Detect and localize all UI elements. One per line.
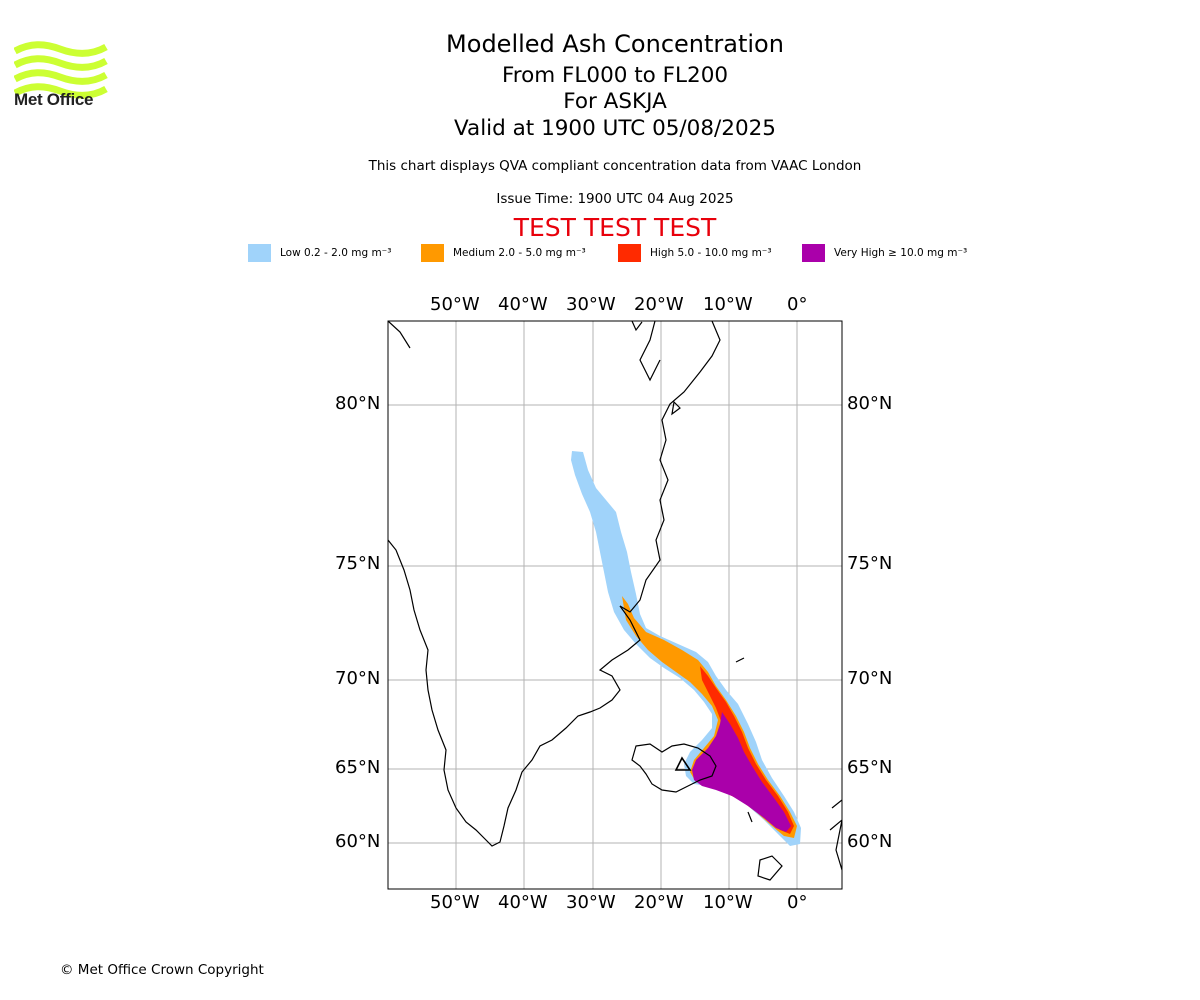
chart-description: This chart displays QVA compliant concen… [368, 158, 862, 174]
lon-label-bottom-10w: 10°W [703, 892, 753, 913]
lon-label-top-30w: 30°W [566, 294, 616, 315]
lon-label-bottom-40w: 40°W [498, 892, 548, 913]
ash-plume-very-high [692, 712, 791, 832]
lat-label-right-70n: 70°N [847, 668, 893, 689]
lon-label-bottom-30w: 30°W [566, 892, 616, 913]
lat-label-left-65n: 65°N [335, 757, 381, 778]
issue-time: Issue Time: 1900 UTC 04 Aug 2025 [496, 191, 734, 207]
volcano-name: For ASKJA [563, 89, 667, 114]
lat-label-right-60n: 60°N [847, 831, 893, 852]
legend-swatch-very-high [802, 244, 825, 262]
legend-label-low: Low 0.2 - 2.0 mg m⁻³ [280, 247, 392, 259]
met-office-logo-text: Met Office [14, 90, 94, 109]
volcano-marker [674, 756, 692, 771]
legend-swatch-medium [421, 244, 444, 262]
lon-label-top-40w: 40°W [498, 294, 548, 315]
level-range: From FL000 to FL200 [501, 63, 729, 88]
legend-swatch-high [618, 244, 641, 262]
chart-title: Modelled Ash Concentration [446, 30, 784, 58]
lon-label-top-10w: 10°W [703, 294, 753, 315]
lon-label-top-20w: 20°W [634, 294, 684, 315]
legend-item-high: High 5.0 - 10.0 mg m⁻³ [618, 244, 772, 262]
lat-label-left-80n: 80°N [335, 393, 381, 414]
concentration-legend: Low 0.2 - 2.0 mg m⁻³ Medium 2.0 - 5.0 mg… [0, 244, 1200, 264]
legend-item-very-high: Very High ≥ 10.0 mg m⁻³ [802, 244, 967, 262]
coastlines [388, 321, 842, 881]
test-banner: TEST TEST TEST [513, 213, 717, 242]
lat-label-right-75n: 75°N [847, 553, 893, 574]
legend-label-high: High 5.0 - 10.0 mg m⁻³ [650, 247, 772, 259]
legend-swatch-low [248, 244, 271, 262]
legend-label-medium: Medium 2.0 - 5.0 mg m⁻³ [453, 247, 586, 259]
valid-time: Valid at 1900 UTC 05/08/2025 [453, 116, 776, 141]
lat-label-right-80n: 80°N [847, 393, 893, 414]
lon-label-bottom-20w: 20°W [634, 892, 684, 913]
lat-label-left-60n: 60°N [335, 831, 381, 852]
map-frame [387, 320, 843, 890]
lon-label-top-50w: 50°W [430, 294, 480, 315]
lat-label-right-65n: 65°N [847, 757, 893, 778]
iceland-coastline [631, 743, 717, 793]
lon-label-bottom-0: 0° [787, 892, 808, 913]
copyright-notice: © Met Office Crown Copyright [60, 962, 264, 978]
lon-label-bottom-50w: 50°W [430, 892, 480, 913]
lat-label-left-75n: 75°N [335, 553, 381, 574]
lon-label-top-0: 0° [787, 294, 808, 315]
legend-item-medium: Medium 2.0 - 5.0 mg m⁻³ [421, 244, 586, 262]
lat-label-left-70n: 70°N [335, 668, 381, 689]
met-office-logo [14, 41, 108, 99]
legend-label-very-high: Very High ≥ 10.0 mg m⁻³ [834, 247, 968, 259]
legend-item-low: Low 0.2 - 2.0 mg m⁻³ [248, 244, 391, 262]
